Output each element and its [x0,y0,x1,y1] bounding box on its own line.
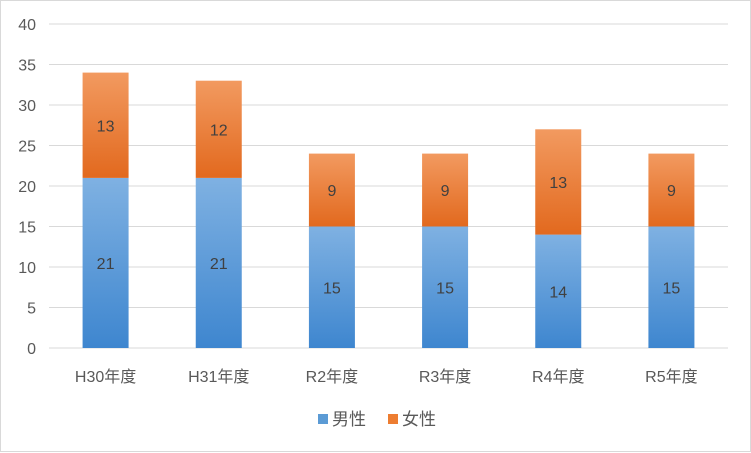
y-tick-label: 35 [18,58,36,75]
y-axis: 0 5 10 15 20 25 30 35 40 [18,17,36,358]
data-label: 12 [210,122,228,139]
x-tick-label: R3年度 [419,368,471,386]
data-label: 14 [549,284,567,301]
data-label: 21 [97,256,115,273]
bar-segment [82,177,129,348]
y-tick-label: 15 [18,220,36,237]
bar-segment [648,153,695,227]
legend: 男性 女性 [318,410,436,429]
bar-segment [82,72,129,178]
y-tick-label: 20 [18,179,36,196]
x-tick-label: R4年度 [532,368,584,386]
bar-segment [195,80,242,178]
bars: 21 13 21 12 15 9 15 9 14 13 15 9 [82,72,695,348]
bar-segment [648,226,695,348]
x-tick-label: R5年度 [645,368,697,386]
bar-segment [422,226,469,348]
y-tick-label: 10 [18,260,36,277]
y-tick-label: 0 [27,341,36,358]
legend-swatch [318,414,328,424]
data-label: 15 [323,280,341,297]
data-label: 21 [210,256,228,273]
legend-label: 男性 [332,410,366,429]
bar-segment [535,234,582,348]
y-tick-label: 30 [18,98,36,115]
y-tick-label: 40 [18,17,36,34]
data-label: 15 [663,280,681,297]
data-label: 15 [436,280,454,297]
bar-segment [308,153,355,227]
data-label: 13 [549,175,567,192]
legend-swatch [388,414,398,424]
data-label: 9 [327,183,336,200]
bar-segment [308,226,355,348]
legend-label: 女性 [402,410,436,429]
x-tick-label: H31年度 [188,368,249,386]
bar-segment [535,129,582,235]
data-label: 9 [441,183,450,200]
bar-segment [195,177,242,348]
bar-segment [422,153,469,227]
x-tick-label: H30年度 [75,368,136,386]
x-axis: H30年度 H31年度 R2年度 R3年度 R4年度 R5年度 [75,368,698,386]
y-tick-label: 25 [18,139,36,156]
x-tick-label: R2年度 [306,368,358,386]
y-tick-label: 5 [27,301,36,318]
data-label: 9 [667,183,676,200]
gridlines [49,23,728,349]
data-label: 13 [97,118,115,135]
